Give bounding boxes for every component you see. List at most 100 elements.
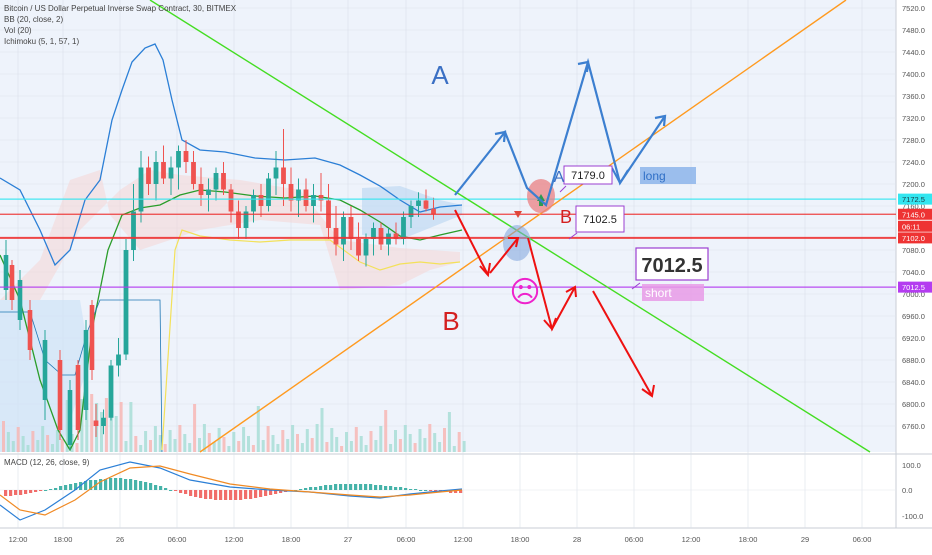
y-tick-6: 7280.0 [902,136,925,145]
candle-body-1 [101,417,106,426]
price-tag-bg-4 [898,281,932,293]
macd-hist-8 [44,490,48,491]
chart-legend: Bitcoin / US Dollar Perpetual Inverse Sw… [4,3,236,47]
macd-hist-20 [104,479,108,490]
macd-hist-21 [109,478,113,490]
volume-bar-32 [158,435,162,452]
bb-upper-line [0,43,463,267]
macd-pane-bg [0,456,896,528]
macd-hist-30 [154,485,158,490]
candle-body-45 [431,208,436,215]
callout-7102-box [575,205,625,233]
early-candle-body-7 [75,365,81,430]
blue-arrowhead-0 [494,130,507,143]
volume-bar-31 [153,426,157,452]
macd-hist-31 [159,486,163,490]
candle-body-39 [386,233,391,245]
macd-hist-79 [399,487,403,490]
macd-hist-80 [404,488,408,490]
volume-bar-58 [286,439,290,452]
early-candle-body-1 [9,265,15,300]
callout-7012-text: 7012.5 [641,255,702,277]
candle-body-17 [221,173,226,190]
candle-body-10 [168,167,174,179]
volume-bar-70 [345,432,348,452]
callout-7012-pointer [631,282,641,290]
volume-bar-62 [305,429,309,452]
callout-7179-text: 7179.0 [571,170,605,182]
price-tag-text-4: 7012.5 [902,283,925,292]
volume-bar-30 [149,440,152,452]
y-tick-3: 7400.0 [902,70,925,79]
macd-hist-32 [164,488,168,490]
macd-hist-53 [269,490,273,495]
volume-bar-81 [398,439,402,452]
volume-bar-12 [60,439,64,452]
x-tick-1: 18:00 [54,535,73,544]
sad-face-icon: ☹ [509,276,540,309]
early-candle-body-2 [17,280,23,320]
price-tag-bg-2 [898,220,932,232]
x-tick-9: 18:00 [511,535,530,544]
volume-bar-67 [330,428,334,452]
label-b-left: B [442,306,459,336]
macd-hist-48 [244,490,248,499]
macd-hist-72 [364,484,368,490]
price-tag-text-1: 7145.0 [902,210,925,219]
volume-bar-3 [16,427,20,452]
macd-hist-33 [169,490,173,491]
volume-bar-65 [320,408,324,452]
macd-hist-74 [374,485,378,490]
red-down-marker [514,211,522,218]
candle-body-4 [123,250,129,355]
x-tick-2: 26 [116,535,124,544]
volume-bar-94 [462,441,466,452]
macd-tick-1: 0.0 [902,486,912,495]
candle-body-6 [138,167,144,212]
orange-trendline [199,0,847,453]
macd-hist-10 [54,488,58,490]
volume-bar-79 [389,444,393,452]
indicator-ichimoku: Ichimoku (5, 1, 57, 1) [4,37,80,46]
green-trendline [149,0,871,453]
macd-hist-24 [124,479,128,490]
y-tick-9: 7160.0 [902,202,925,211]
y-tick-12: 7040.0 [902,268,925,277]
candle-body-23 [266,178,271,206]
x-tick-14: 29 [801,535,809,544]
candle-body-22 [258,195,264,206]
macd-hist-14 [74,483,78,490]
macd-tick-0: 100.0 [902,461,921,470]
candle-body-41 [401,217,406,239]
volume-bar-40 [198,438,201,452]
macd-hist-29 [149,483,153,490]
label-b-right: B [560,207,572,227]
ichimoku-lagging-line [161,229,461,451]
early-candle-body-4 [42,340,48,400]
volume-bar-26 [129,402,133,452]
volume-bar-85 [418,429,422,452]
candle-body-5 [131,211,136,250]
candle-body-13 [191,162,196,184]
y-tick-16: 6880.0 [902,356,925,365]
macd-hist-70 [354,484,358,490]
y-tick-19: 6760.0 [902,422,925,431]
red-arrow-1 [454,209,489,276]
volume-bar-9 [46,435,50,452]
macd-hist-25 [129,479,133,490]
short-tag-text: short [645,286,672,300]
volume-bar-51 [251,445,255,452]
y-tick-5: 7320.0 [902,114,925,123]
blue-arrowhead-down [611,167,629,186]
volume-bar-35 [173,439,177,452]
volume-bar-37 [183,434,187,452]
macd-hist-78 [394,487,398,490]
volume-bar-27 [134,436,138,452]
chart-title: Bitcoin / US Dollar Perpetual Inverse Sw… [4,4,237,13]
volume-bar-60 [296,434,299,452]
macd-hist-64 [324,485,328,490]
macd-hist-2 [14,490,18,495]
volume-bar-54 [266,426,270,452]
